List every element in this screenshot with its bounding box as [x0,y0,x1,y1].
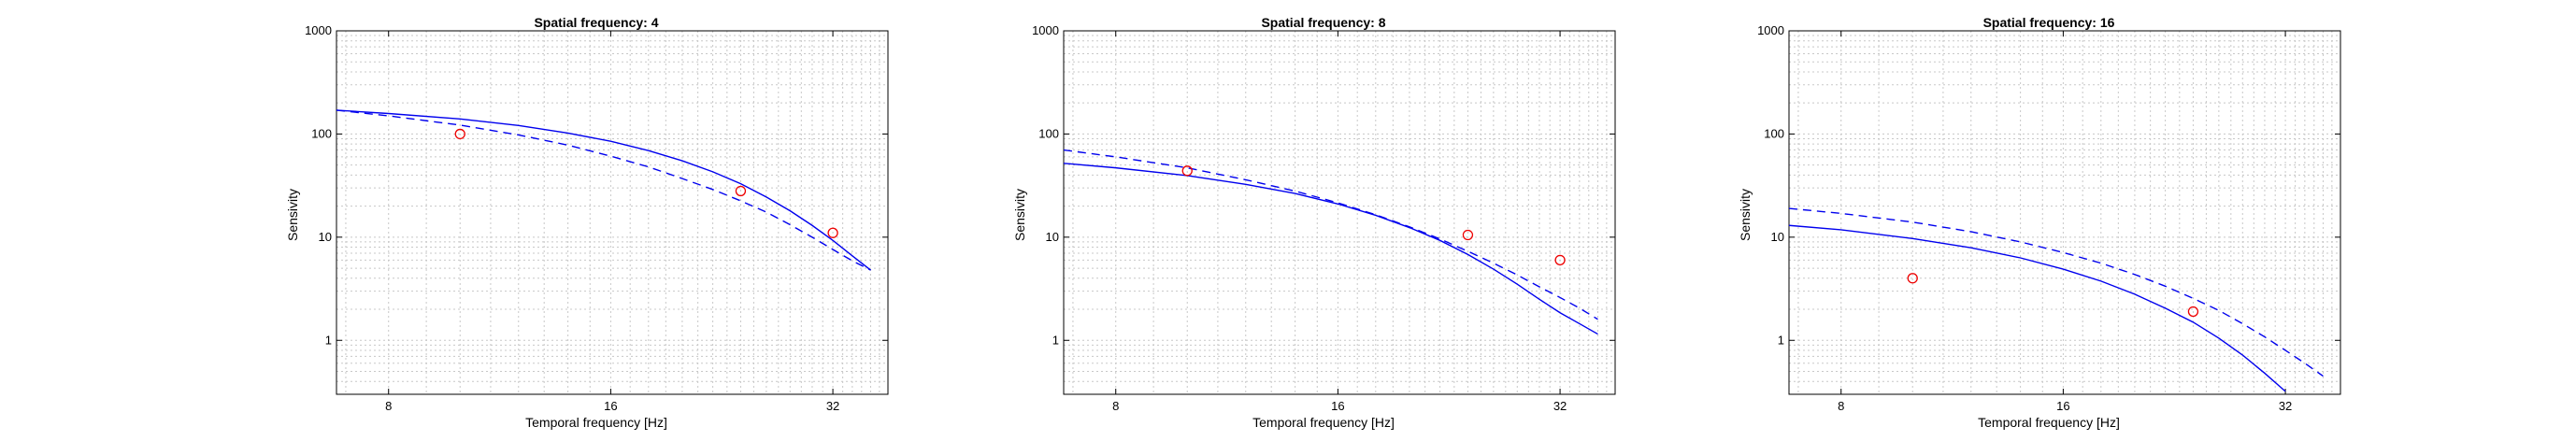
panel-sf-16: Spatial frequency: 16 Temporal frequency… [1738,15,2341,430]
data-point-marker [1462,229,1474,241]
y-tick-label: 1 [325,333,332,347]
y-tick-label: 1000 [1757,23,1784,37]
axes-box [1788,30,2341,395]
x-tick-label: 8 [385,399,392,413]
x-tick-label: 32 [1553,399,1567,413]
grid [1064,31,1616,395]
y-tick-label: 10 [1771,230,1784,244]
data-point-marker [735,185,747,197]
panel-sf-8: Spatial frequency: 8 Temporal frequency … [1012,15,1616,430]
model-line-solid [1789,224,2286,392]
y-tick-label: 1000 [305,23,332,37]
panel-title: Spatial frequency: 4 [534,15,658,30]
y-tick-label: 1 [1778,333,1784,347]
x-tick-label: 8 [1838,399,1844,413]
data-point-marker [2187,306,2199,318]
panel-title: Spatial frequency: 8 [1261,15,1385,30]
x-axis-label: Temporal frequency [Hz] [1978,415,2120,430]
x-tick-label: 8 [1112,399,1119,413]
series-group [1789,207,2324,392]
y-tick-label: 100 [311,126,332,140]
data-point-marker [827,227,838,238]
series-group [1064,149,1598,335]
data-point-marker [454,128,465,140]
axes-box [1063,30,1616,395]
panel-sf-4: Spatial frequency: 4 Temporal frequency … [285,15,889,430]
model-line-dashed [1064,149,1598,320]
grid [1789,31,2341,395]
y-tick-label: 100 [1764,126,1784,140]
panel-title: Spatial frequency: 16 [1983,15,2115,30]
model-line-solid [336,109,871,271]
data-point-marker [1907,273,1918,284]
x-tick-label: 16 [604,399,617,413]
x-axis-label: Temporal frequency [Hz] [1252,415,1395,430]
y-tick-label: 1000 [1032,23,1059,37]
y-tick-label: 100 [1038,126,1059,140]
model-line-dashed [336,109,871,271]
x-tick-label: 32 [2279,399,2292,413]
x-tick-label: 32 [826,399,839,413]
data-point-marker [1554,254,1566,265]
x-tick-label: 16 [2056,399,2069,413]
y-tick-label: 10 [1046,230,1059,244]
series-group [336,109,871,271]
y-axis-label: Sensivity [1738,189,1753,241]
grid [336,31,889,395]
model-line-dashed [1789,207,2324,377]
y-axis-label: Sensivity [285,189,300,241]
y-tick-label: 1 [1052,333,1059,347]
x-tick-label: 16 [1331,399,1344,413]
axes-box [336,30,889,395]
x-axis-label: Temporal frequency [Hz] [525,415,667,430]
model-line-solid [1064,163,1598,335]
y-axis-label: Sensivity [1012,189,1027,241]
y-tick-label: 10 [319,230,332,244]
data-point-marker [1181,165,1193,177]
